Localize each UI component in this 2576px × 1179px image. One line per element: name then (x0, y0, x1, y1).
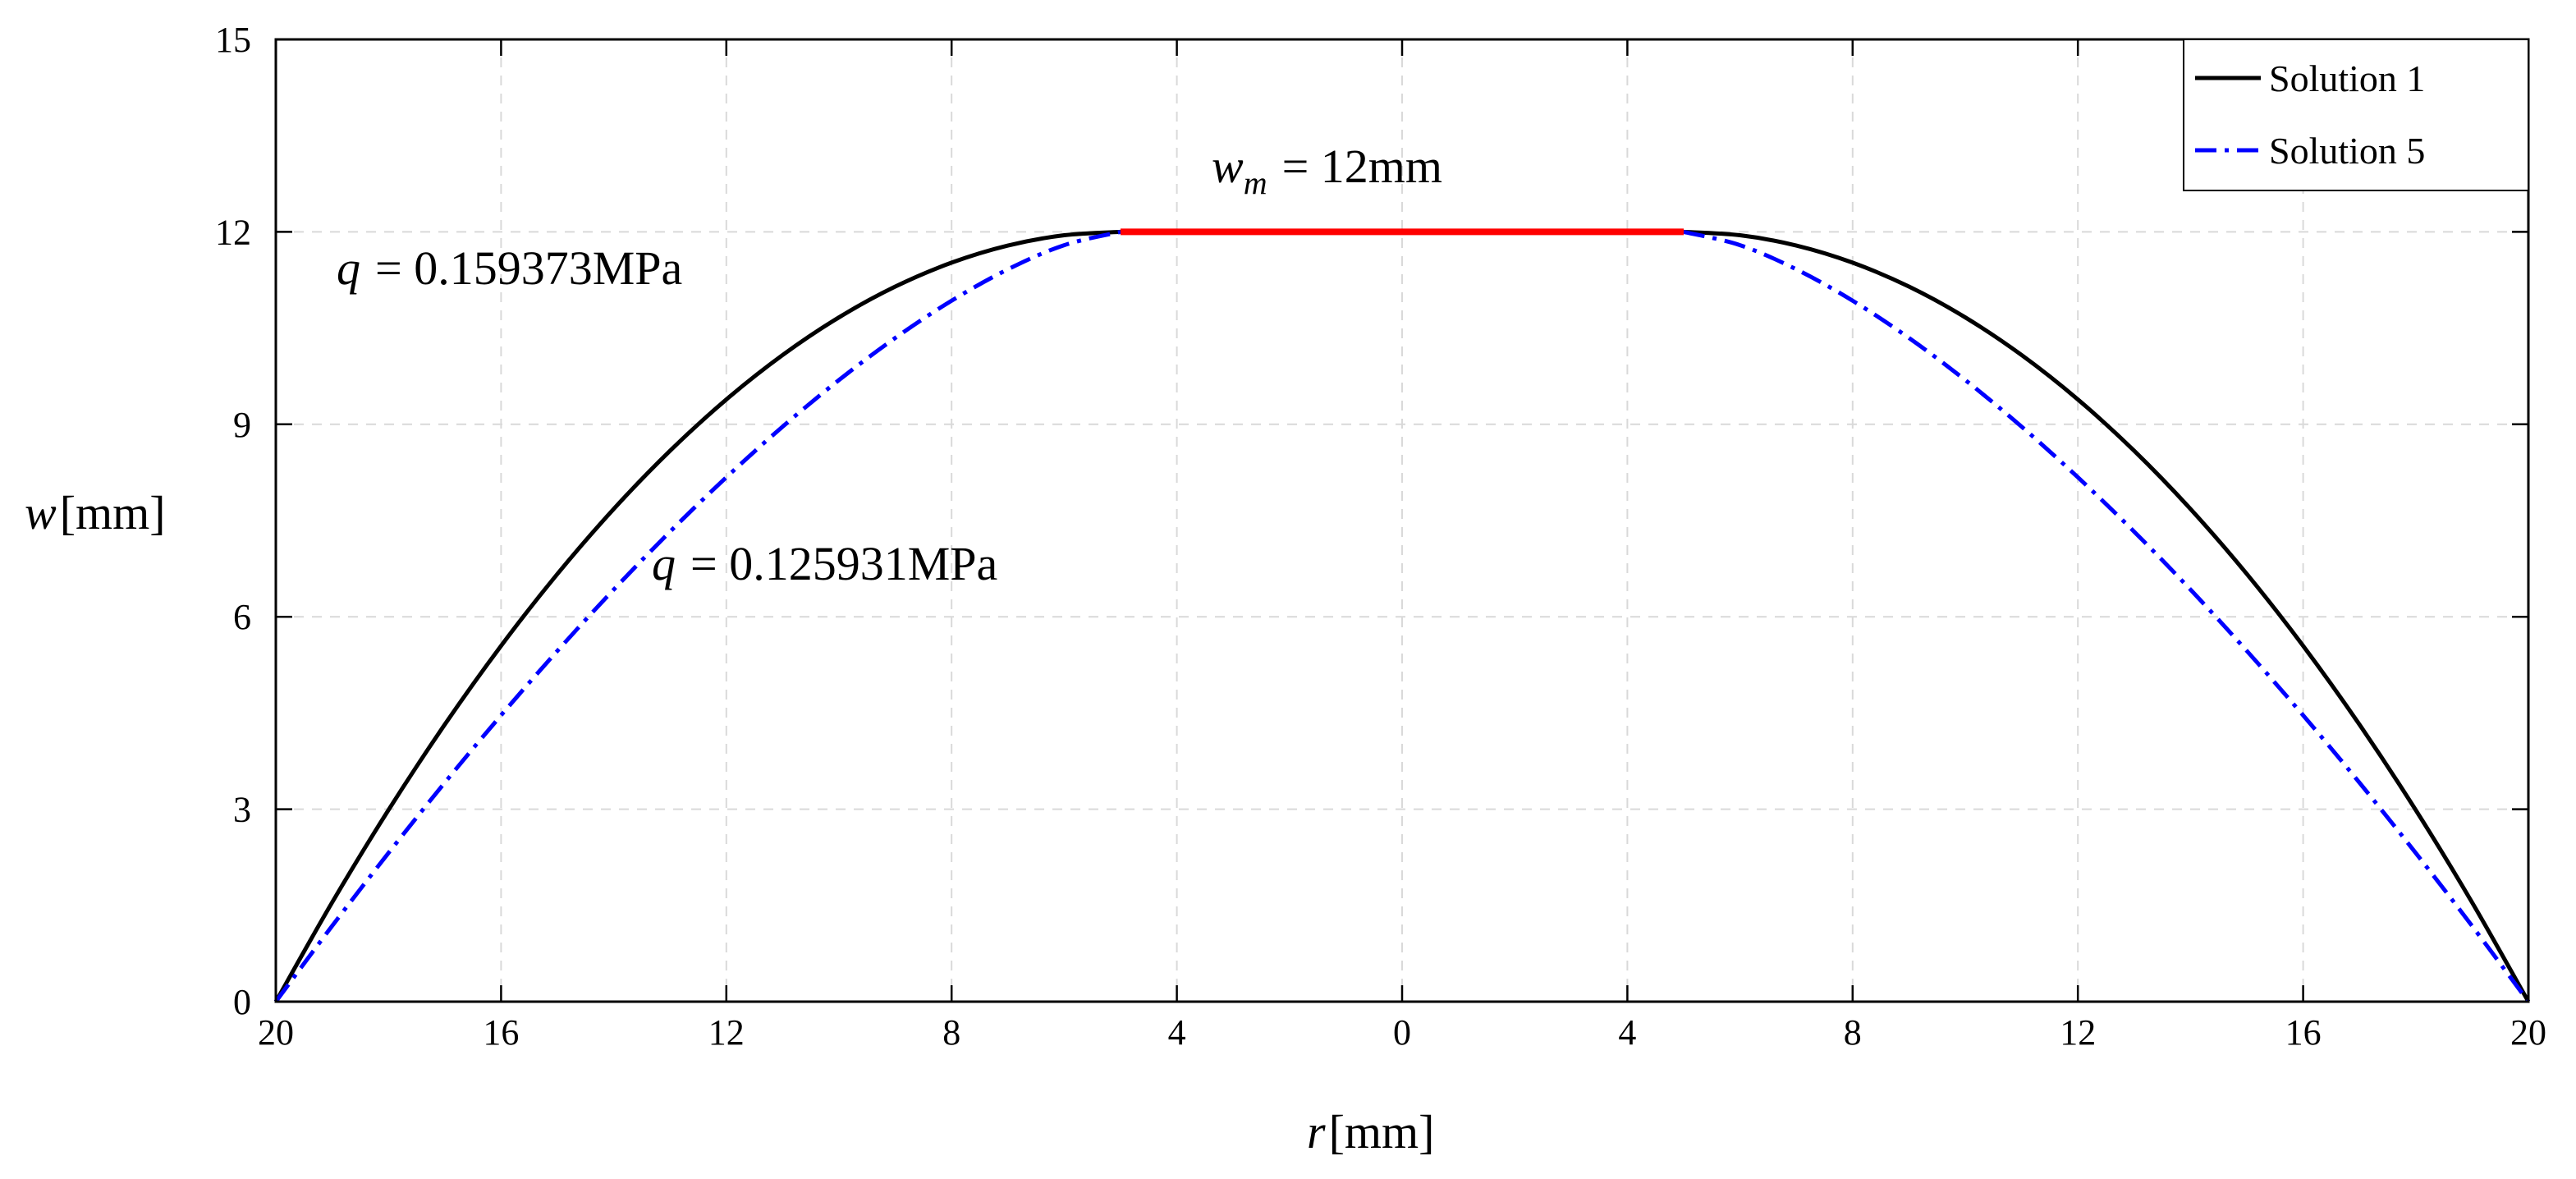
y-tick-label: 9 (233, 405, 251, 445)
x-tick-label: 16 (483, 1012, 519, 1053)
y-tick-label: 6 (233, 597, 251, 637)
legend-label-solution-5: Solution 5 (2269, 130, 2425, 172)
legend: Solution 1 Solution 5 (2183, 39, 2529, 191)
series-line-solution-5-right (1683, 229, 2531, 1003)
annotation-pressure-solution-5: q = 0.125931MPa (652, 537, 997, 590)
series-line-solution-1-right (1683, 229, 2531, 1003)
x-tick-label: 8 (1844, 1012, 1862, 1053)
x-tick-label: 20 (258, 1012, 294, 1053)
y-tick-label: 0 (233, 982, 251, 1022)
annotation-var: q (652, 537, 676, 590)
annotation-pressure-solution-1: q = 0.159373MPa (337, 241, 682, 295)
legend-box (2183, 39, 2529, 191)
x-axis-label-unit: [mm] (1329, 1105, 1435, 1158)
y-axis-label-unit: [mm] (60, 486, 166, 539)
x-tick-label: 12 (2060, 1012, 2096, 1053)
legend-label-solution-1: Solution 1 (2269, 57, 2425, 99)
x-tick-label: 20 (2510, 1012, 2546, 1053)
annotation-max-deflection: wm = 12mm (1212, 140, 1442, 201)
series-layer (273, 228, 2531, 1003)
annotation-value: = 0.159373MPa (375, 241, 682, 295)
annotation-sub: m (1244, 164, 1267, 201)
y-tick-label: 12 (215, 212, 251, 252)
y-tick-label: 15 (215, 20, 251, 60)
annotation-value: = 12mm (1282, 140, 1442, 193)
grid (276, 39, 2528, 1002)
x-tick-label: 16 (2285, 1012, 2322, 1053)
annotation-value: = 0.125931MPa (690, 537, 997, 590)
x-axis-label: r[mm] (1307, 1105, 1434, 1158)
y-axis-label: w[mm] (25, 486, 166, 539)
series-line-solution-5-left (273, 229, 1121, 1003)
x-tick-label: 8 (942, 1012, 960, 1053)
series-line-solution-1-left (273, 229, 1121, 1003)
x-tick-label: 12 (708, 1012, 745, 1053)
annotation-var: q (337, 241, 360, 295)
x-axis-label-var: r (1307, 1105, 1326, 1158)
y-axis-label-var: w (25, 486, 57, 539)
x-tick-label: 4 (1618, 1012, 1636, 1053)
annotation-var: w (1212, 140, 1244, 193)
y-tick-label: 3 (233, 790, 251, 830)
x-tick-label: 0 (1393, 1012, 1411, 1053)
x-tick-label: 4 (1168, 1012, 1186, 1053)
